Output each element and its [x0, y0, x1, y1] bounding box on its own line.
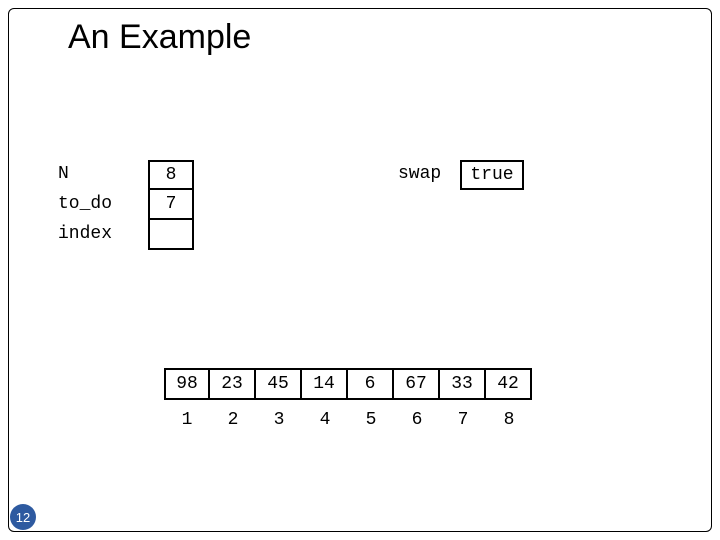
array-cell: 6 — [348, 368, 394, 400]
array-index-label: 5 — [348, 410, 394, 430]
array-cell: 33 — [440, 368, 486, 400]
array-cell: 23 — [210, 368, 256, 400]
var-swap-box: true — [460, 160, 524, 190]
array-index-label: 1 — [164, 410, 210, 430]
array-index-label: 4 — [302, 410, 348, 430]
var-n-label: N — [58, 164, 69, 184]
page-number-badge: 12 — [10, 504, 36, 530]
slide-border — [8, 8, 712, 532]
slide-title: An Example — [68, 18, 251, 57]
array-cell-value: 45 — [267, 374, 289, 394]
array-cell: 45 — [256, 368, 302, 400]
array-cell-value: 98 — [176, 374, 198, 394]
array-cell: 67 — [394, 368, 440, 400]
array-cell: 14 — [302, 368, 348, 400]
var-todo-label: to_do — [58, 194, 112, 214]
array-cell-value: 67 — [405, 374, 427, 394]
array-index-label: 8 — [486, 410, 532, 430]
array-cell: 98 — [164, 368, 210, 400]
var-index-label: index — [58, 224, 112, 244]
var-todo-value: 7 — [166, 194, 177, 214]
array-cell: 42 — [486, 368, 532, 400]
array-index-label: 3 — [256, 410, 302, 430]
page-number: 12 — [16, 510, 30, 525]
array-cell-value: 14 — [313, 374, 335, 394]
array-index-label: 6 — [394, 410, 440, 430]
var-n-box: 8 — [148, 160, 194, 190]
array-cell-value: 42 — [497, 374, 519, 394]
array-cell-value: 33 — [451, 374, 473, 394]
array-index-label: 2 — [210, 410, 256, 430]
array-cell-value: 23 — [221, 374, 243, 394]
var-index-box — [148, 220, 194, 250]
var-todo-box: 7 — [148, 190, 194, 220]
var-n-value: 8 — [166, 165, 177, 185]
var-swap-value: true — [470, 165, 513, 185]
var-swap-label: swap — [398, 164, 441, 184]
array-cell-value: 6 — [365, 374, 376, 394]
array-index-label: 7 — [440, 410, 486, 430]
